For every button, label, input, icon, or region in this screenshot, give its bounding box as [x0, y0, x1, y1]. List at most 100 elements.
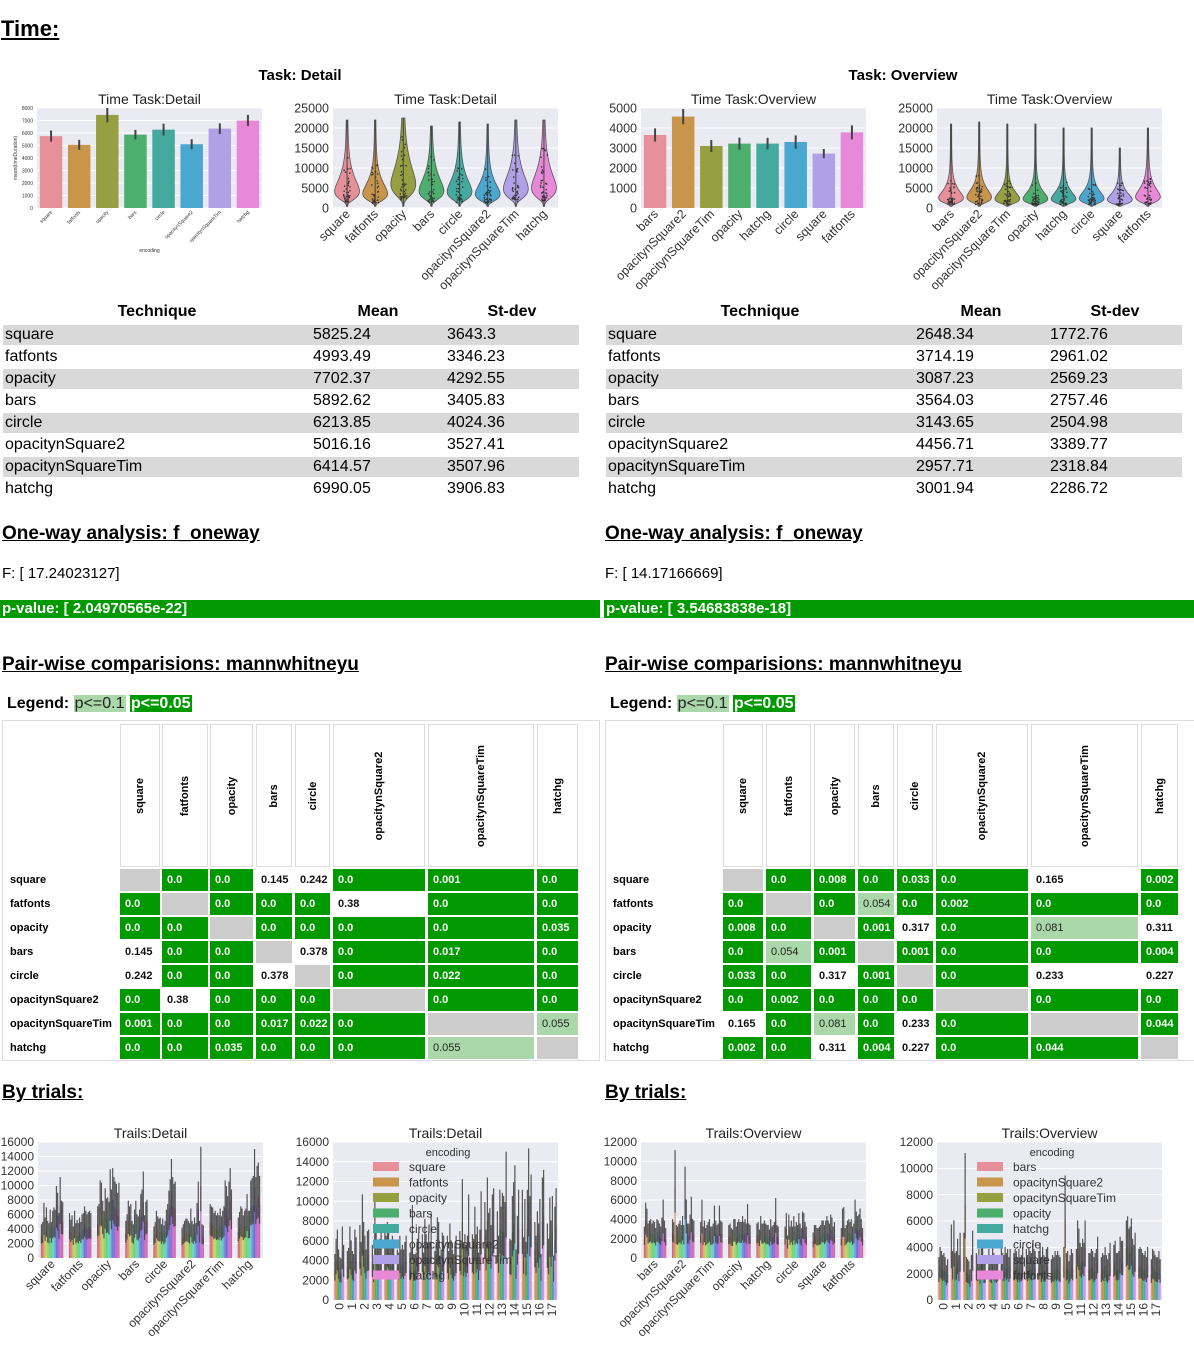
data-point [1060, 200, 1063, 202]
data-point [459, 194, 462, 196]
data-point [512, 195, 515, 198]
data-point [1009, 193, 1012, 196]
data-point [371, 193, 373, 195]
data-point [488, 198, 491, 200]
data-point [1117, 188, 1119, 190]
data-point [1090, 201, 1092, 204]
bar [366, 1255, 368, 1300]
mean-cell: 5825.24 [313, 326, 371, 343]
data-point [490, 198, 492, 201]
data-point [430, 197, 432, 200]
x-tick-label: 6 [1011, 1303, 1025, 1310]
bar [80, 1234, 82, 1258]
data-point [1143, 182, 1146, 184]
bar [650, 1232, 652, 1258]
bar [242, 1230, 244, 1258]
data-point [343, 169, 345, 172]
matrix-cell: 0.002 [723, 1037, 763, 1059]
matrix-cell: 0.054 [766, 941, 811, 963]
data-point [400, 150, 403, 153]
data-point [428, 198, 431, 201]
matrix-cell: 0.008 [814, 869, 855, 891]
data-point [946, 198, 949, 201]
data-point [951, 199, 954, 202]
bar [409, 1269, 411, 1300]
matrix-row-label: bars [613, 946, 637, 958]
x-tick-label: 3 [974, 1303, 988, 1310]
mean-cell: 3714.19 [916, 348, 974, 365]
matrix-cell: 0.054 [858, 893, 894, 915]
data-point [1120, 182, 1123, 184]
bar [943, 1269, 945, 1300]
bar [514, 1213, 516, 1300]
x-tick-label: square [316, 207, 353, 244]
table-row: opacitynSquareTim 2957.71 2318.84 [606, 457, 1182, 477]
data-point [456, 196, 459, 198]
data-point [953, 186, 955, 189]
bar [109, 1200, 111, 1258]
data-point [1121, 182, 1124, 185]
data-point [483, 197, 486, 199]
matrix-cell: 0.004 [858, 1037, 894, 1059]
bar [1052, 1271, 1054, 1300]
data-point [1148, 202, 1150, 205]
legend-label: bars [409, 1207, 432, 1221]
data-point [429, 195, 431, 197]
matrix-cell: 0.0 [1141, 893, 1178, 915]
data-point [1062, 184, 1065, 187]
legend-label: opacitynSquareTim [1013, 1191, 1116, 1205]
data-point [1120, 195, 1123, 197]
data-point [460, 198, 463, 201]
data-point [541, 147, 544, 150]
matrix-col-header: opacitynSquare2 [333, 724, 425, 867]
bar [674, 1188, 676, 1258]
data-point [1066, 203, 1068, 206]
data-point [349, 167, 351, 170]
bar [1032, 1263, 1034, 1300]
data-point [949, 187, 951, 189]
bar [425, 1257, 427, 1300]
data-point [543, 200, 546, 202]
data-point [1061, 200, 1063, 203]
data-point [403, 190, 406, 193]
x-tick-label: circle [435, 207, 466, 238]
bar [801, 1228, 804, 1258]
data-point [1088, 202, 1091, 204]
data-point [1060, 187, 1062, 189]
data-point [487, 189, 490, 191]
data-point [1120, 192, 1122, 194]
x-tick-label: bars [127, 209, 138, 220]
data-point [347, 198, 350, 200]
bar [1139, 1265, 1141, 1300]
data-point [433, 197, 435, 199]
bar [188, 1235, 191, 1258]
bar [656, 1232, 658, 1258]
data-point [487, 175, 490, 178]
data-point [1005, 188, 1007, 191]
bar [86, 1229, 88, 1258]
matrix-cell: 0.0 [256, 917, 292, 939]
bar [967, 1273, 969, 1300]
bar [353, 1270, 355, 1300]
bar [955, 1268, 957, 1300]
y-tick-label: 4000 [7, 1222, 34, 1236]
data-point [427, 192, 430, 195]
data-point [461, 180, 463, 183]
data-point [1063, 202, 1066, 205]
data-point [399, 198, 402, 201]
data-point [545, 188, 548, 191]
bar [1009, 1267, 1011, 1300]
data-point [1008, 180, 1010, 182]
bar [348, 1266, 350, 1300]
data-point [540, 171, 543, 174]
data-point [539, 184, 542, 187]
bar [1043, 1271, 1045, 1300]
matrix-cell: 0.378 [295, 941, 330, 963]
data-point [977, 202, 980, 205]
matrix-row-label: opacity [10, 922, 49, 934]
data-point [346, 191, 348, 194]
matrix-cell: 0.0 [295, 989, 330, 1011]
data-point [347, 194, 349, 196]
bar [351, 1268, 353, 1300]
data-point [949, 189, 952, 191]
